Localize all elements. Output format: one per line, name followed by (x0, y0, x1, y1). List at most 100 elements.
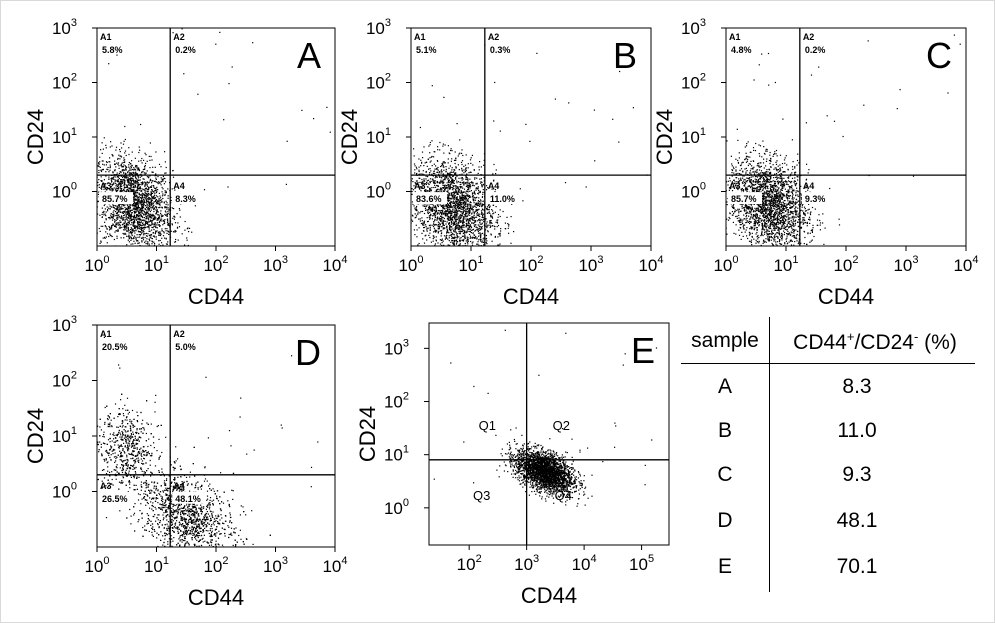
event-dot (448, 223, 450, 225)
cell-events (401, 44, 648, 257)
event-dot (95, 225, 96, 226)
quadrant-name: A4 (173, 181, 185, 191)
event-dot (120, 155, 122, 157)
event-dot (167, 212, 169, 214)
event-dot (134, 205, 136, 207)
event-dot (454, 229, 456, 231)
event-dot (162, 188, 164, 190)
event-dot (126, 188, 128, 191)
event-dot (124, 169, 126, 171)
event-dot (401, 165, 402, 166)
event-dot (432, 210, 434, 212)
event-dot (151, 189, 153, 191)
event-dot (95, 182, 96, 183)
event-dot (435, 239, 437, 241)
event-dot (107, 169, 109, 171)
event-dot (115, 205, 117, 207)
event-dot (165, 251, 166, 252)
event-dot (465, 202, 467, 204)
event-dot (128, 232, 130, 234)
event-dot (148, 221, 150, 223)
event-dot (115, 146, 118, 148)
event-dot (441, 230, 443, 232)
event-dot (144, 152, 146, 154)
event-dot (463, 231, 465, 233)
event-dot (441, 213, 443, 215)
event-dot (780, 215, 782, 217)
event-dot (450, 231, 452, 233)
event-dot (481, 212, 483, 214)
event-dot (436, 218, 438, 220)
event-dot (147, 207, 149, 209)
event-dot (477, 231, 479, 233)
event-dot (138, 194, 140, 196)
event-dot (412, 189, 415, 191)
event-dot (116, 211, 118, 214)
event-dot (444, 250, 445, 251)
event-dot (146, 238, 148, 240)
event-dot (462, 222, 464, 224)
event-dot (455, 198, 457, 200)
event-dot (461, 177, 463, 179)
event-dot (449, 229, 451, 231)
event-dot (455, 159, 457, 161)
event-dot (162, 224, 164, 226)
event-dot (186, 239, 188, 241)
event-dot (489, 256, 490, 257)
event-dot (129, 169, 131, 171)
event-dot (89, 186, 90, 187)
event-dot (411, 178, 413, 180)
event-dot (138, 209, 140, 211)
event-dot (450, 228, 452, 230)
event-dot (446, 210, 448, 212)
event-dot (762, 219, 764, 221)
event-dot (155, 225, 157, 227)
event-dot (137, 226, 139, 228)
event-dot (504, 222, 506, 224)
event-dot (469, 210, 471, 212)
event-dot (115, 208, 117, 210)
event-dot (135, 205, 137, 207)
event-dot (427, 158, 429, 160)
event-dot (130, 216, 132, 218)
event-dot (144, 164, 146, 167)
event-dot (130, 182, 132, 184)
event-dot (136, 186, 139, 188)
event-dot (481, 206, 483, 208)
event-dot (431, 165, 433, 167)
event-dot (167, 207, 169, 209)
event-dot (467, 219, 469, 221)
event-dot (465, 170, 467, 172)
event-dot (788, 185, 790, 187)
event-dot (479, 223, 481, 225)
event-dot (493, 248, 494, 249)
event-dot (438, 182, 440, 184)
event-dot (759, 166, 761, 168)
event-dot (123, 172, 125, 174)
event-dot (479, 236, 482, 238)
event-dot (127, 228, 129, 230)
event-dot (112, 155, 114, 157)
event-dot (140, 182, 142, 184)
event-dot (413, 185, 415, 187)
event-dot (122, 208, 124, 210)
event-dot (464, 242, 466, 245)
event-dot (418, 184, 420, 186)
event-dot (777, 237, 779, 239)
event-dot (468, 196, 470, 198)
event-dot (413, 163, 416, 165)
event-dot (105, 164, 107, 166)
event-dot (137, 175, 140, 177)
event-dot (164, 228, 166, 230)
event-dot (468, 172, 470, 174)
event-dot (421, 220, 423, 222)
event-dot (431, 209, 433, 211)
event-dot (454, 207, 456, 209)
event-dot (157, 189, 159, 191)
event-dot (460, 221, 462, 223)
event-dot (180, 257, 181, 258)
event-dot (768, 175, 770, 178)
event-dot (135, 219, 137, 221)
event-dot (421, 210, 424, 213)
event-dot (126, 235, 128, 237)
